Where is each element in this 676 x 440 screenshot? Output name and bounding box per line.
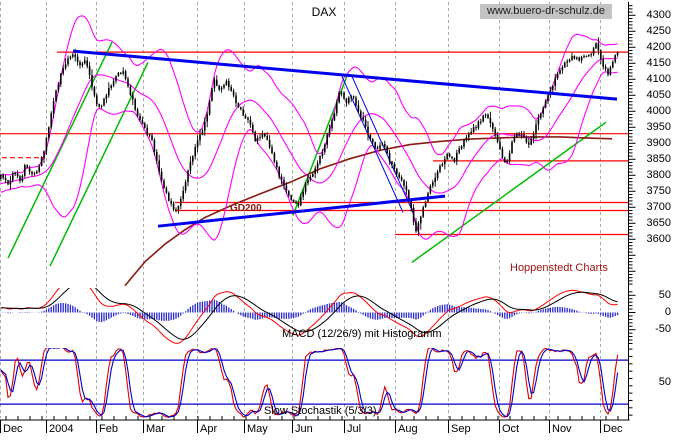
month-label: Dec [3,423,23,435]
price-axis-label: 3650 [646,216,671,229]
credit-label: Hoppenstedt Charts [510,262,608,274]
month-label: Aug [398,423,418,435]
month-label: Oct [502,423,520,435]
price-axis-label: 3800 [646,168,671,181]
stoch-axis-label: 50 [658,375,671,388]
month-label: May [247,423,268,435]
price-axis-label: 3900 [646,136,671,149]
month-label: Dec [603,423,623,435]
month-label: Feb [99,423,118,435]
price-axis-label: 3750 [646,184,671,197]
chart-title: DAX [311,5,337,19]
price-axis-label: 3700 [646,200,671,213]
month-label: Apr [200,423,218,435]
price-axis-label: 3850 [646,152,671,165]
price-axis-label: 3950 [646,120,671,133]
price-axis-label: 3600 [646,232,671,245]
month-label: 2004 [49,423,74,435]
month-label: Jul [347,423,362,435]
month-label: Sep [451,423,471,435]
price-axis-label: 4250 [646,24,671,37]
price-axis-label: 4050 [646,88,671,101]
gd200-label: GD200 [230,203,262,214]
stochastic-caption: Slow Stochastik (5/3/3) [264,405,377,417]
price-axis-label: 4200 [646,40,671,53]
watermark-badge: www.buero-dr-schulz.de [480,4,612,19]
month-label: Mar [146,423,165,435]
month-label: Nov [552,423,572,435]
month-label: Jun [295,423,313,435]
price-axis-label: 4300 [646,8,671,21]
price-axis-label: 4150 [646,56,671,69]
macd-axis-label: 50 [658,288,671,301]
macd-axis-label: -50 [655,323,671,336]
price-axis-label: 4100 [646,72,671,85]
macd-caption: MACD (12/26/9) mit Histogramm [282,328,442,340]
macd-axis-label: 0 [664,306,671,318]
price-axis-label: 4000 [646,104,671,117]
